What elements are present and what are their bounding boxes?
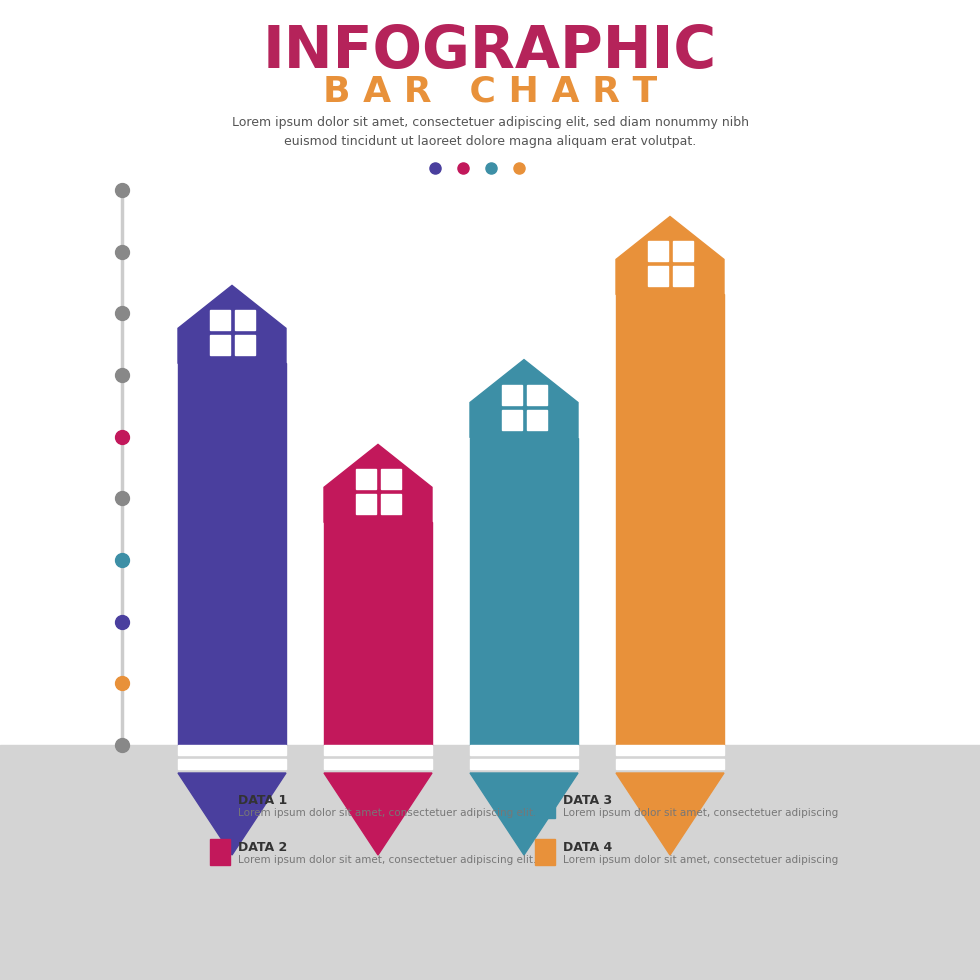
- Bar: [672, 267, 693, 286]
- Bar: [0, 745, 980, 980]
- Polygon shape: [470, 360, 578, 438]
- Text: INFOGRAPHIC: INFOGRAPHIC: [263, 24, 717, 80]
- Bar: [178, 364, 286, 745]
- Polygon shape: [324, 444, 432, 522]
- Bar: [502, 410, 521, 429]
- Polygon shape: [178, 773, 286, 855]
- Bar: [356, 494, 375, 514]
- Text: Lorem ipsum dolor sit amet, consectetuer adipiscing elit, sed diam nonummy nibh
: Lorem ipsum dolor sit amet, consectetuer…: [231, 116, 749, 148]
- Bar: [526, 384, 547, 405]
- Polygon shape: [470, 773, 578, 855]
- Bar: [648, 241, 667, 262]
- Bar: [178, 745, 286, 755]
- Text: DATA 3: DATA 3: [563, 794, 612, 807]
- Polygon shape: [178, 285, 286, 364]
- Text: Lorem ipsum dolor sit amet, consectetuer adipiscing: Lorem ipsum dolor sit amet, consectetuer…: [563, 808, 838, 818]
- Bar: [234, 335, 255, 356]
- Bar: [648, 267, 667, 286]
- Bar: [210, 335, 229, 356]
- Text: B A R   C H A R T: B A R C H A R T: [322, 75, 658, 109]
- Bar: [356, 469, 375, 489]
- Bar: [502, 384, 521, 405]
- Bar: [178, 759, 286, 769]
- Bar: [616, 295, 724, 745]
- Text: DATA 2: DATA 2: [238, 841, 287, 854]
- Bar: [535, 839, 555, 865]
- Bar: [234, 311, 255, 330]
- Bar: [380, 494, 401, 514]
- Bar: [616, 745, 724, 755]
- Text: Lorem ipsum dolor sit amet, consectetuer adipiscing: Lorem ipsum dolor sit amet, consectetuer…: [563, 855, 838, 865]
- Bar: [324, 759, 432, 769]
- Text: Lorem ipsum dolor sit amet, consectetuer adipiscing elit.: Lorem ipsum dolor sit amet, consectetuer…: [238, 808, 536, 818]
- Polygon shape: [616, 773, 724, 855]
- Bar: [470, 745, 578, 755]
- Bar: [210, 792, 230, 818]
- Text: Lorem ipsum dolor sit amet, consectetuer adipiscing elit.: Lorem ipsum dolor sit amet, consectetuer…: [238, 855, 536, 865]
- Bar: [324, 745, 432, 755]
- Bar: [672, 241, 693, 262]
- Bar: [470, 759, 578, 769]
- Bar: [210, 311, 229, 330]
- Bar: [210, 839, 230, 865]
- Polygon shape: [324, 773, 432, 855]
- Polygon shape: [616, 217, 724, 295]
- Bar: [324, 522, 432, 745]
- Text: DATA 1: DATA 1: [238, 794, 287, 807]
- Bar: [526, 410, 547, 429]
- Bar: [470, 438, 578, 745]
- Bar: [535, 792, 555, 818]
- Bar: [380, 469, 401, 489]
- Text: DATA 4: DATA 4: [563, 841, 612, 854]
- Bar: [616, 759, 724, 769]
